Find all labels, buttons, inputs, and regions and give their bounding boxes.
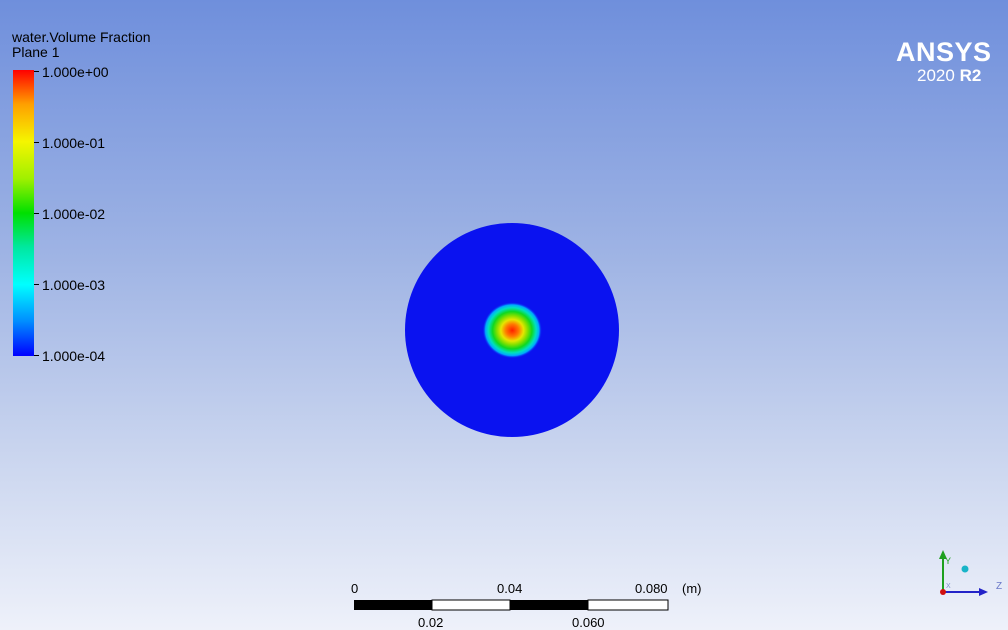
legend-tick-mark (34, 284, 39, 285)
scale-label: 0.080 (635, 581, 668, 596)
legend-title: water.Volume Fraction (12, 29, 151, 45)
y-axis-arrow-icon (939, 550, 947, 559)
water-core-region (482, 302, 543, 359)
scale-bar (354, 599, 669, 611)
scale-segment (354, 600, 432, 610)
scale-label: 0.060 (572, 615, 605, 630)
legend-tick-mark (34, 355, 39, 356)
ansys-version: 2020 R2 (917, 67, 981, 85)
scale-label: 0.04 (497, 581, 523, 596)
legend-colorbar (13, 70, 34, 356)
legend-tick-mark (34, 142, 39, 143)
triad-origin-icon (961, 565, 969, 573)
scale-segment (587, 599, 669, 611)
ansys-logo: ANSYS (896, 37, 992, 67)
legend-tick-label: 1.000e-01 (42, 135, 106, 151)
legend-tick-label: 1.000e+00 (42, 64, 109, 80)
y-axis-label: Y (945, 556, 951, 566)
axis-triad[interactable]: Y Z X (930, 548, 1008, 608)
legend-tick-mark (34, 71, 39, 72)
x-axis-label: X (946, 583, 951, 590)
z-axis-label: Z (996, 581, 1002, 592)
legend-tick-label: 1.000e-04 (42, 348, 106, 364)
z-axis-arrow-icon (979, 588, 988, 596)
x-axis-point-icon (940, 589, 946, 595)
scale-label: 0.02 (418, 615, 444, 630)
scale-unit: (m) (682, 581, 702, 596)
scale-segment (431, 599, 511, 611)
version-year: 2020 (917, 66, 955, 85)
legend-subtitle: Plane 1 (12, 44, 60, 60)
legend-tick-label: 1.000e-03 (42, 277, 106, 293)
scale-segment (510, 600, 588, 610)
volume-fraction-contour (405, 223, 619, 437)
legend-tick-label: 1.000e-02 (42, 206, 106, 222)
legend-tick-mark (34, 213, 39, 214)
version-release: R2 (959, 66, 982, 85)
scale-label: 0 (351, 581, 359, 596)
